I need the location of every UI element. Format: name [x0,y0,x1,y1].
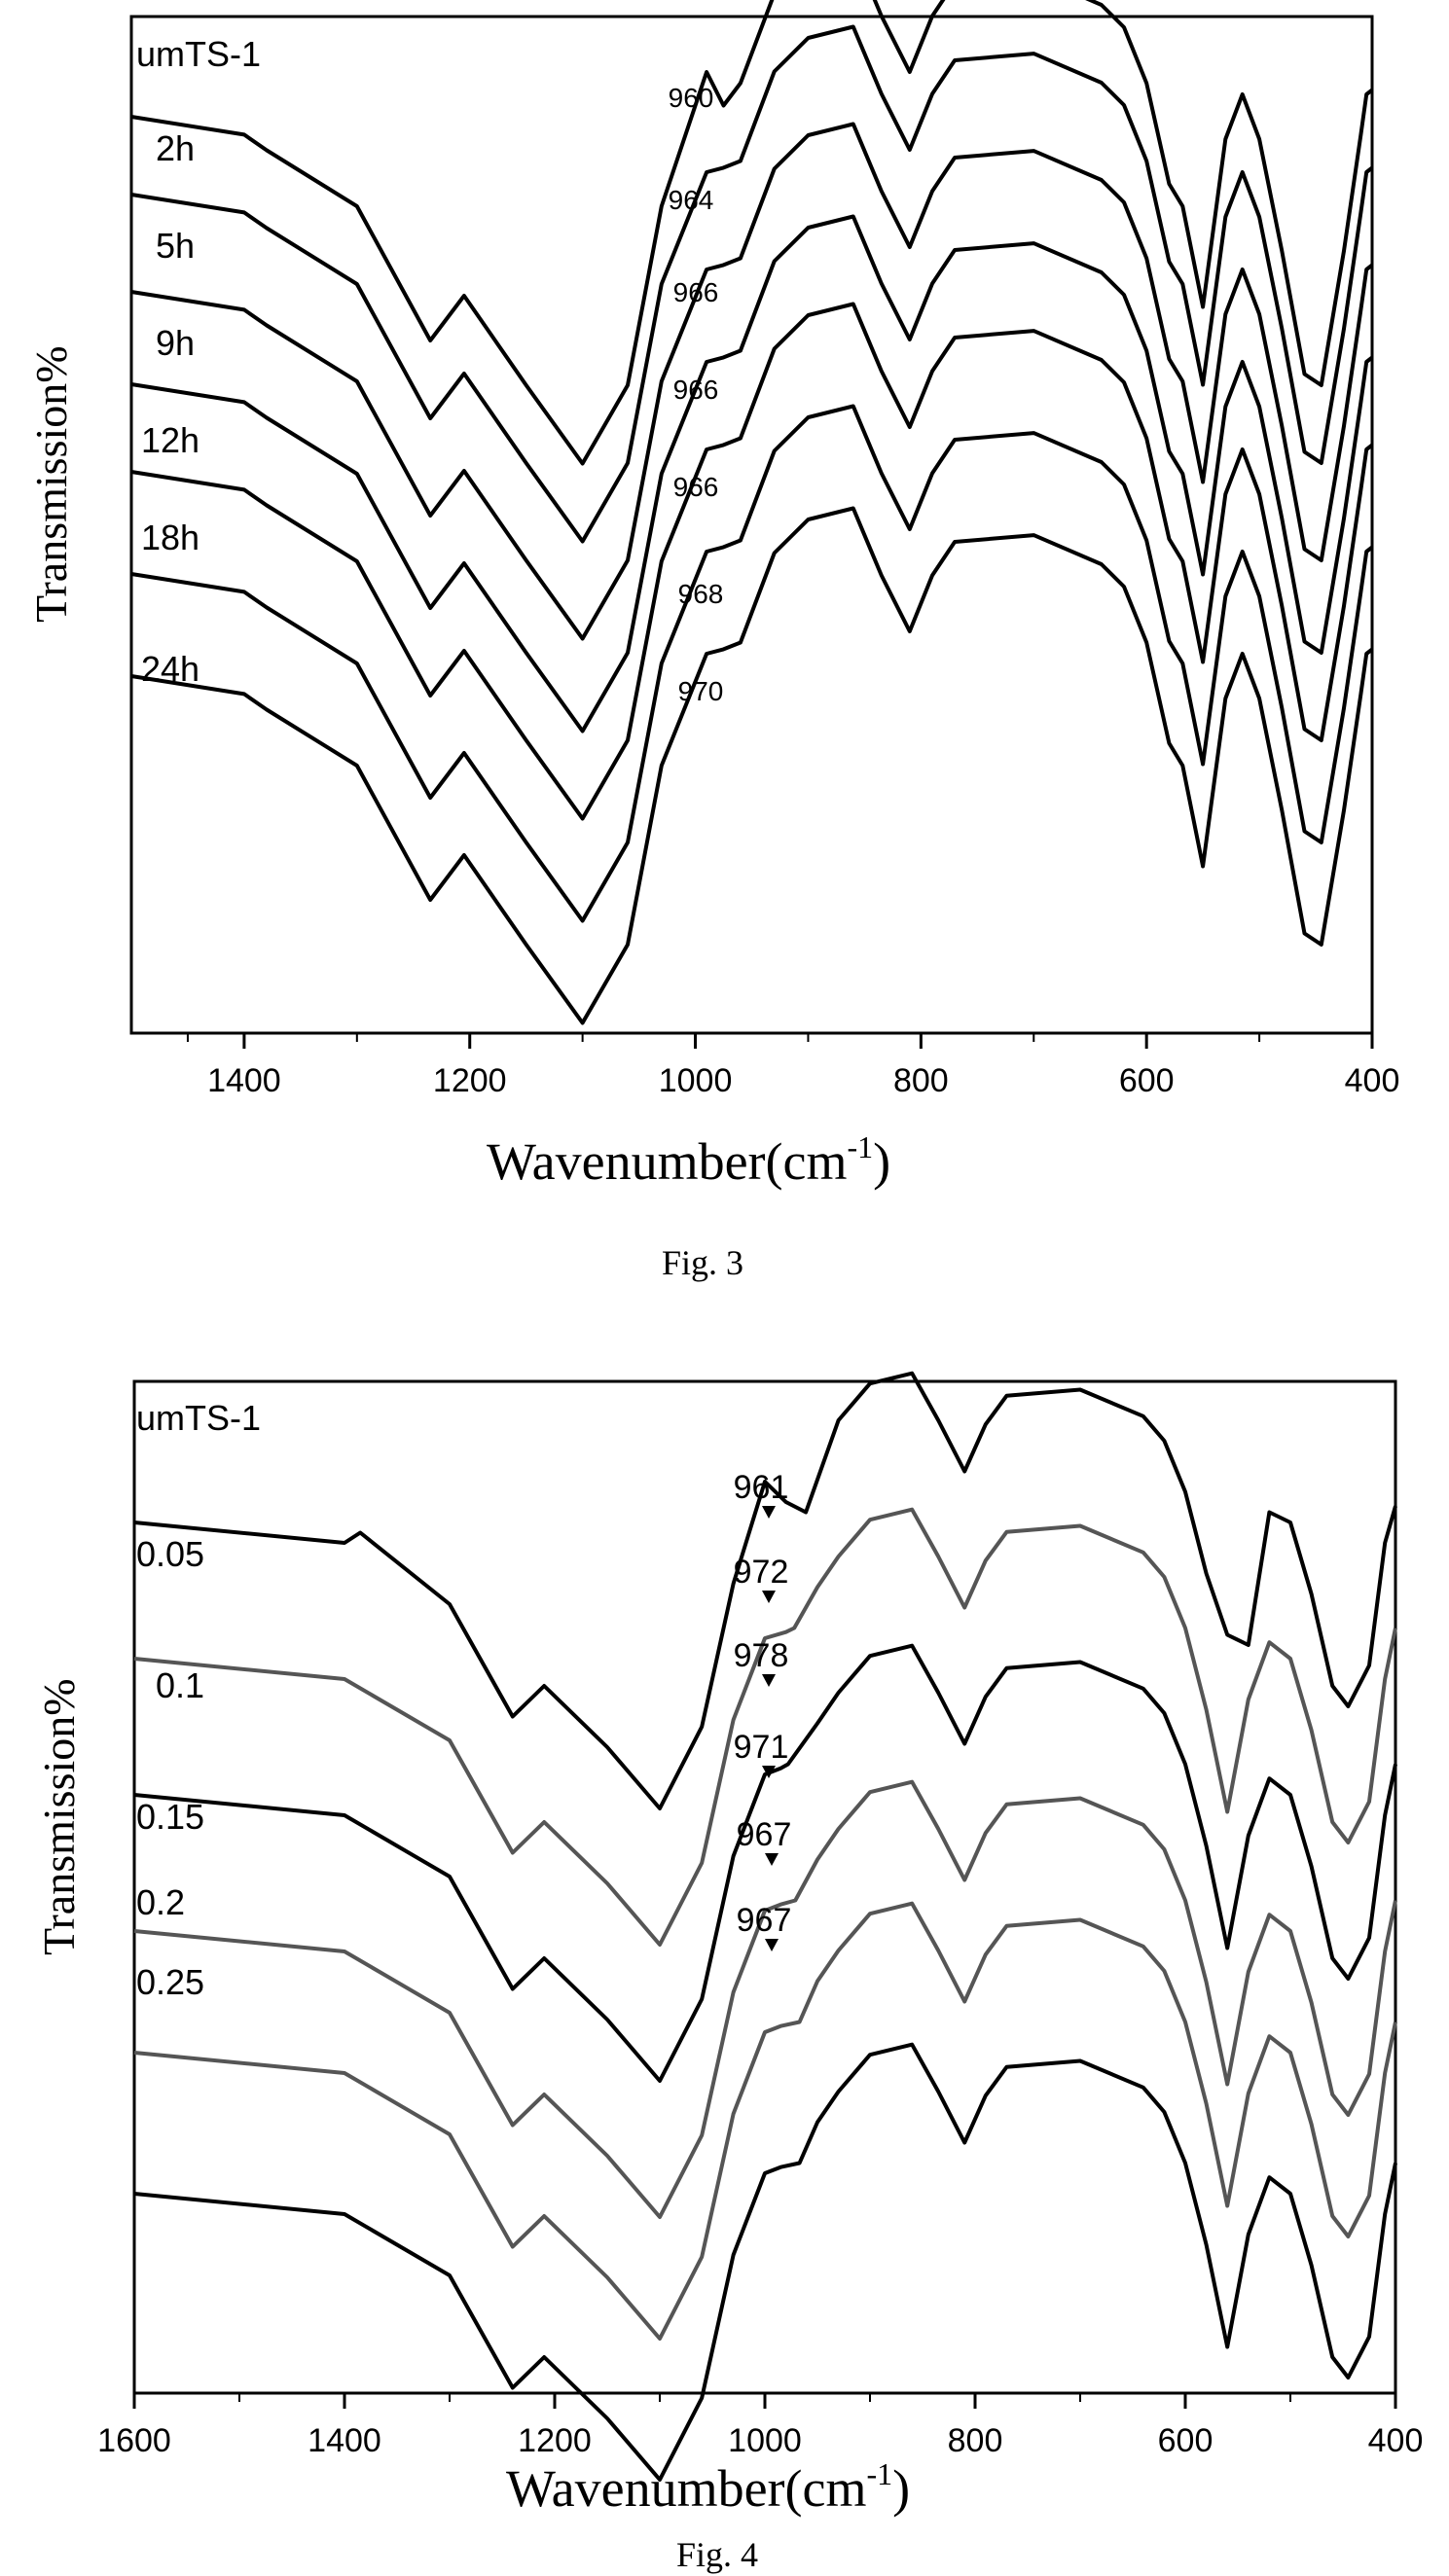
fig3-peak-annotation: 966 [673,375,719,405]
fig3-series-label: 24h [141,649,199,689]
fig4-peak-arrow [765,1853,779,1866]
fig3-series-line [130,404,1374,923]
fig3-x-tick-label: 400 [1345,1062,1400,1099]
fig4-x-tick-label: 1200 [518,2422,592,2459]
fig3-peak-annotation: 968 [678,579,724,609]
fig4-peak-annotation: 961 [734,1469,789,1506]
fig4-peak-annotation: 967 [737,1902,792,1939]
fig4-series-label: 0.25 [136,1962,204,2002]
figure-4: 1600 1400 1200 1000 800 600 400 umTS-1 961 0.05 9… [34,1371,1423,2574]
fig4-peak-arrow [762,1674,776,1687]
fig4-x-axis-title: Wavenumber(cm-1) [506,2456,910,2518]
fig4-x-tick-label: 800 [948,2422,1003,2459]
fig4-peak-arrow [765,1939,779,1951]
figure-3: 1400 1200 1000 800 600 400 umTS-1 960 2h 964 5h 96… [26,0,1399,1282]
fig3-series-line [130,302,1374,821]
fig3-series-line [130,506,1374,1025]
fig3-x-axis-title: Wavenumber(cm-1) [487,1129,890,1191]
fig4-peak-arrow [762,1506,776,1519]
fig4-peak-annotation: 967 [737,1816,792,1853]
fig3-series-label: umTS-1 [136,34,261,74]
fig4-series-label: 0.2 [136,1882,185,1922]
fig3-x-tick-label: 800 [893,1062,949,1099]
fig4-series-line [133,1507,1397,1947]
fig3-caption: Fig. 3 [662,1243,743,1282]
fig3-series-label: 9h [156,323,195,363]
fig3-plot-frame [129,15,1374,1035]
fig4-x-tick-label: 400 [1368,2422,1424,2459]
fig3-series-label: 18h [141,518,199,557]
fig3-peak-annotation: 966 [673,472,719,502]
fig3-series-line [130,214,1374,733]
fig4-x-tick-label: 1600 [97,2422,171,2459]
fig3-x-tick-label: 1200 [433,1062,507,1099]
fig4-series-label: 0.05 [136,1534,204,1574]
fig4-x-tick-label: 1400 [308,2422,381,2459]
fig3-series-group [130,0,1374,1025]
fig4-series-labels: umTS-1 961 0.05 972 0.1 978 0.15 971 0.2 967 0.25 9… [136,1398,791,2002]
fig4-caption: Fig. 4 [676,2535,758,2574]
fig3-peak-annotation: 966 [673,277,719,307]
fig4-x-ticks: 1600 1400 1200 1000 800 600 400 [97,2393,1423,2459]
fig3-series-line [130,24,1374,544]
fig4-series-label: 0.1 [156,1665,204,1705]
fig3-series-label: 12h [141,420,199,460]
fig3-series-line [130,122,1374,641]
fig3-peak-annotation: 960 [669,83,714,113]
fig4-x-tick-label: 1000 [728,2422,802,2459]
fig3-x-tick-label: 1000 [659,1062,733,1099]
fig3-series-labels: umTS-1 960 2h 964 5h 966 9h 966 12h 966 18h 968 24h 9… [136,34,723,706]
fig4-peak-arrow [762,1766,776,1778]
fig3-series-label: 2h [156,128,195,168]
fig3-y-axis-title: Transmission% [26,345,76,623]
fig4-series-line [133,1643,1397,2083]
fig4-peak-annotation: 978 [734,1637,789,1674]
fig4-y-axis-title: Transmission% [34,1678,84,1955]
fig4-series-label: umTS-1 [136,1398,261,1438]
fig4-series-group [133,1371,1397,2482]
fig3-peak-annotation: 964 [669,185,714,215]
fig4-peak-annotation: 971 [734,1729,789,1766]
fig4-x-tick-label: 600 [1158,2422,1214,2459]
fig3-x-tick-label: 600 [1119,1062,1175,1099]
fig4-series-line [133,1371,1397,1810]
fig4-series-label: 0.15 [136,1797,204,1837]
fig4-series-line [133,1901,1397,2341]
fig3-series-line [130,0,1374,466]
fig4-series-line [133,2042,1397,2482]
fig3-x-ticks: 1400 1200 1000 800 600 400 [186,1033,1400,1099]
fig4-peak-annotation: 972 [734,1554,789,1591]
fig3-peak-annotation: 970 [678,676,724,706]
fig3-series-label: 5h [156,226,195,266]
fig3-x-tick-label: 1400 [207,1062,281,1099]
fig4-peak-arrow [762,1591,776,1603]
fig4-series-line [133,1779,1397,2219]
